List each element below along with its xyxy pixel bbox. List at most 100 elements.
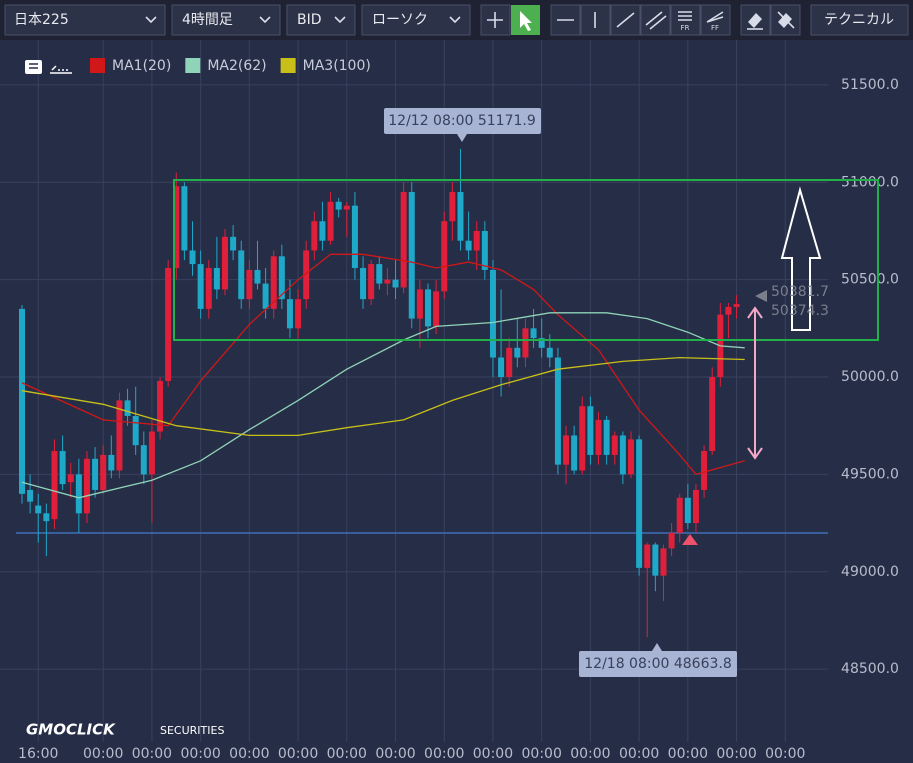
candle-body [67, 474, 74, 483]
candle-body [19, 308, 25, 494]
candle-body [652, 544, 659, 576]
candle-body [725, 306, 732, 315]
icon-label: FF [711, 24, 719, 32]
candle-body [628, 439, 634, 475]
candle-body [660, 548, 667, 576]
candle-body [238, 250, 245, 300]
legend-swatch [90, 58, 105, 73]
legend-label: MA1(20) [112, 58, 171, 74]
candle-body [181, 186, 188, 251]
candle-body [173, 186, 180, 268]
candle-body [498, 357, 505, 378]
ma-line [21, 253, 745, 476]
fib-fan-button[interactable]: FF [700, 4, 731, 36]
candle-body [262, 283, 269, 309]
cursor-button[interactable] [511, 5, 540, 35]
up-arrow [780, 186, 822, 331]
candle-body [43, 513, 50, 522]
candle-body [433, 291, 440, 327]
candle-body [733, 304, 740, 307]
style-select[interactable]: ローソク [361, 4, 471, 36]
chart-style: ローソク [372, 12, 428, 28]
candle-body [75, 474, 82, 514]
candle-body [157, 380, 164, 432]
candle-body [124, 400, 131, 416]
x-tick-label: 00:00 [522, 746, 562, 762]
candle-body [571, 435, 578, 471]
candle-body [595, 419, 602, 455]
timeframe: 4時間足 [182, 12, 233, 28]
fib-retrace-button[interactable]: FR [670, 4, 701, 36]
ma-line [21, 356, 745, 437]
candle-body [709, 377, 716, 452]
candle-body [530, 328, 537, 339]
y-tick-label: 49500.0 [841, 466, 899, 482]
candle-body [148, 431, 155, 475]
candle-body [473, 230, 480, 251]
price-type: BID [297, 12, 322, 28]
hline-button[interactable] [550, 4, 581, 36]
legend-label: MA3(100) [303, 58, 371, 74]
candle-body [343, 205, 350, 210]
candle-body [489, 269, 496, 358]
technical: テクニカル [824, 12, 894, 28]
candle-body [668, 532, 675, 549]
candle-body [92, 458, 99, 490]
candle-body [611, 435, 618, 455]
channel-button[interactable] [640, 4, 671, 36]
y-tick-label: 48500.0 [841, 661, 899, 677]
vline-button[interactable] [580, 4, 611, 36]
y-tick-label: 51000.0 [841, 174, 899, 190]
x-tick-label: 00:00 [83, 746, 123, 762]
last-price-label: 50374.3 [771, 303, 829, 319]
candle-body [644, 544, 651, 568]
candle-body [506, 347, 513, 378]
price-select[interactable]: BID [286, 4, 356, 36]
x-tick-label: 00:00 [570, 746, 610, 762]
plot [19, 148, 745, 638]
x-tick-label: 00:00 [327, 746, 367, 762]
candle-body [619, 435, 626, 475]
y-tick-label: 50000.0 [841, 369, 899, 385]
x-tick-label: 00:00 [619, 746, 659, 762]
candle-body [692, 489, 699, 524]
candle-body [197, 264, 204, 309]
x-tick-label: 00:00 [180, 746, 220, 762]
candle-body [116, 400, 123, 471]
tooltip: 12/18 08:00 48663.8 [579, 643, 737, 677]
erase-button[interactable] [740, 4, 771, 36]
candle-body [522, 328, 529, 358]
candle-body [368, 264, 375, 300]
candle-body [59, 451, 66, 485]
candle-body [35, 505, 42, 514]
candle-body [230, 236, 237, 251]
last-price-label: 50381.7 [771, 284, 829, 300]
candle-body [311, 221, 318, 251]
symbol-select[interactable]: 日本225 [4, 4, 166, 36]
x-tick-label: 00:00 [132, 746, 172, 762]
erase-all-button[interactable] [770, 4, 801, 36]
candle-body [546, 347, 553, 358]
x-tick-label: 00:00 [229, 746, 269, 762]
x-tick-label: 00:00 [424, 746, 464, 762]
range-arrow [747, 306, 763, 460]
candle-body [587, 406, 594, 455]
technical-button[interactable]: テクニカル [810, 4, 909, 36]
candle-body [51, 451, 58, 520]
trendline-button[interactable] [610, 4, 641, 36]
candle-body [457, 192, 464, 241]
candle-body [465, 240, 472, 251]
candle-body [481, 230, 488, 270]
candle-body [205, 267, 212, 309]
candle-body [335, 201, 342, 210]
range-box [173, 179, 879, 341]
candle-body [636, 439, 643, 568]
candle-body [384, 279, 391, 284]
legend-swatch [185, 58, 201, 73]
y-tick-label: 50500.0 [841, 272, 899, 288]
timeframe-select[interactable]: 4時間足 [171, 4, 281, 36]
crosshair-button[interactable] [480, 4, 511, 36]
candle-body [327, 201, 334, 241]
icon-label: FR [681, 24, 690, 32]
